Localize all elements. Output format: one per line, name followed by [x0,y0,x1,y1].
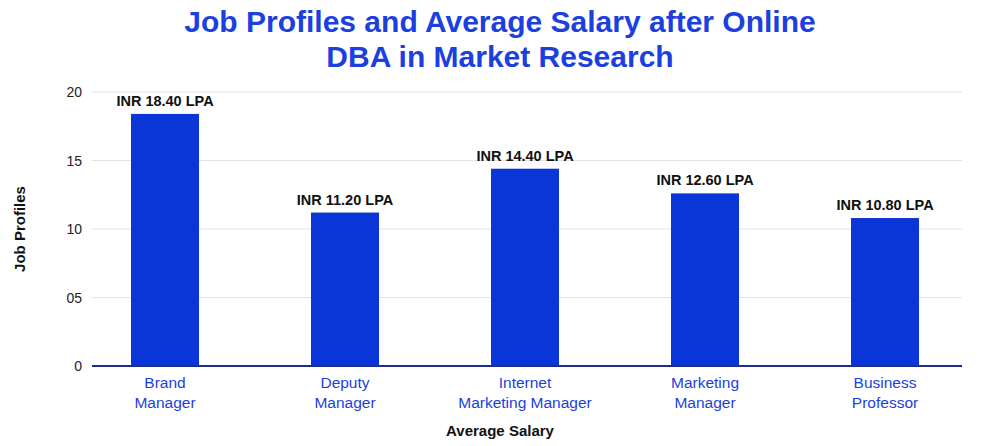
bar [671,193,739,366]
chart: Job Profiles and Average Salary after On… [0,0,1001,446]
x-tick-line: Deputy [320,374,369,391]
x-tick-label: Deputy Manager [314,374,375,411]
x-tick-line: Marketing Manager [458,394,592,411]
y-tick-label: 20 [66,84,82,100]
data-label: INR 10.80 LPA [836,197,934,213]
y-axis-title: Job Profiles [11,186,28,272]
bar [491,169,559,366]
x-tick-label: Business Professor [852,374,918,411]
title: Job Profiles and Average Salary after On… [184,5,815,73]
bar [131,114,199,366]
bars [131,114,919,366]
x-tick-line: Business [854,374,917,391]
data-label: INR 12.60 LPA [656,172,754,188]
data-label: INR 11.20 LPA [297,192,394,208]
x-axis-line [92,365,962,367]
grid-line [92,366,962,367]
x-tick-label: Internet Marketing Manager [458,374,592,411]
y-tick-label: 0 [74,358,82,374]
x-tick-line: Manager [674,394,735,411]
x-tick-line: Manager [134,394,195,411]
x-tick-label: Brand Manager [134,374,195,411]
x-tick-line: Professor [852,394,918,411]
title-line: Job Profiles and Average Salary after On… [184,5,815,38]
x-axis-title: Average Salary [446,422,555,439]
title-line: DBA in Market Research [326,40,673,73]
x-tick-line: Marketing [671,374,739,391]
bar [311,213,379,366]
y-tick-label: 15 [66,153,82,169]
x-tick-label: Marketing Manager [671,374,739,411]
grid-line [92,92,962,93]
x-tick-line: Internet [499,374,552,391]
x-tick-line: Brand [144,374,185,391]
data-label: INR 14.40 LPA [476,148,574,164]
y-tick-label: 10 [66,221,82,237]
data-label: INR 18.40 LPA [116,93,214,109]
y-tick-label: 05 [66,290,82,306]
x-tick-line: Manager [314,394,375,411]
bar [851,218,919,366]
